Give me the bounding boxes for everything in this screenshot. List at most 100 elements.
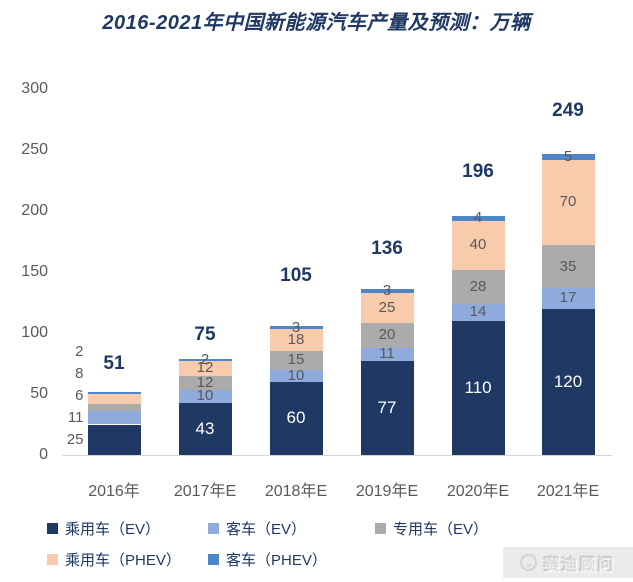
bar-segment	[269, 351, 323, 370]
segment-label: 17	[559, 289, 577, 307]
segment-label: 20	[378, 326, 396, 344]
x-axis-label: 2016年	[88, 483, 140, 500]
watermark: 赛迪顾问	[503, 547, 633, 578]
segment-label: 77	[377, 398, 397, 418]
segment-label: 11	[67, 408, 84, 426]
bar-segment	[451, 320, 505, 455]
bar-segment	[541, 308, 595, 455]
legend-swatch-icon	[208, 522, 219, 534]
x-axis-label: 2019年E	[355, 483, 419, 500]
y-axis-tick: 200	[21, 202, 48, 219]
bar-segment	[87, 424, 141, 455]
segment-label: 25	[378, 298, 396, 316]
x-axis-line	[62, 455, 612, 456]
total-label: 75	[194, 323, 216, 345]
bar-segment	[360, 289, 414, 293]
bar-segment	[269, 325, 323, 330]
bar-segment	[178, 375, 232, 391]
segment-label: 2	[200, 350, 210, 368]
x-axis-label: 2017年E	[173, 483, 237, 500]
legend-label: 客车（PHEV）	[226, 551, 327, 569]
total-label: 249	[552, 99, 584, 121]
bar-segment	[87, 403, 141, 412]
bar-segment	[87, 394, 141, 404]
bar-segment	[178, 390, 232, 403]
ccid-logo-icon	[520, 554, 538, 571]
chart-title: 2016-2021年中国新能源汽车产量及预测：万辆	[102, 12, 531, 34]
bar-segment	[178, 402, 232, 455]
bar-segment	[360, 361, 414, 455]
legend-label: 乘用车（PHEV）	[65, 551, 181, 569]
legend-label: 专用车（EV）	[393, 520, 489, 538]
bar-segment	[541, 153, 595, 160]
segment-label: 10	[196, 387, 214, 405]
bar-segment	[269, 329, 323, 352]
bar-segment	[360, 323, 414, 348]
x-axis-label: 2021年E	[536, 483, 600, 500]
legend-swatch-icon	[375, 522, 386, 534]
segment-label: 110	[464, 377, 492, 397]
segment-label: 6	[75, 386, 84, 404]
total-label: 51	[103, 352, 125, 374]
segment-label: 60	[286, 408, 306, 428]
legend-item: 客车（PHEV）	[208, 550, 327, 569]
segment-label: 4	[473, 209, 483, 227]
bar-segment	[87, 391, 141, 394]
segment-label: 10	[287, 366, 305, 384]
legend-swatch-icon	[47, 522, 58, 534]
legend-label: 乘用车（EV）	[65, 520, 161, 538]
bar-segment	[178, 361, 232, 376]
segment-label: 15	[287, 351, 305, 369]
total-label: 196	[462, 160, 494, 182]
legend-label: 客车（EV）	[226, 520, 307, 538]
segment-label: 5	[563, 147, 573, 165]
total-label: 136	[371, 238, 403, 260]
segment-label: 11	[379, 345, 395, 363]
total-label: 105	[280, 264, 312, 286]
y-axis-tick: 50	[30, 385, 48, 402]
y-axis-tick: 100	[21, 324, 48, 341]
bar-segment	[451, 269, 505, 304]
legend-item: 乘用车（PHEV）	[47, 550, 181, 569]
segment-label: 14	[469, 303, 487, 321]
watermark-text: 赛迪顾问	[543, 556, 616, 574]
segment-label: 28	[469, 277, 487, 295]
y-axis-tick: 150	[21, 263, 48, 280]
segment-label: 2	[75, 342, 84, 360]
y-axis-tick: 250	[21, 141, 48, 158]
y-axis-tick: 300	[21, 80, 48, 97]
segment-label: 43	[195, 418, 215, 438]
segment-label: 12	[196, 359, 214, 377]
x-axis-label: 2020年E	[446, 483, 510, 500]
bar-segment	[87, 411, 141, 425]
segment-label: 120	[553, 371, 583, 391]
segment-label: 70	[559, 193, 577, 211]
segment-label: 8	[75, 364, 84, 382]
segment-label: 18	[287, 331, 305, 349]
bar-segment	[541, 287, 595, 309]
segment-label: 25	[66, 430, 84, 448]
legend-item: 乘用车（EV）	[47, 519, 161, 538]
legend-item: 客车（EV）	[208, 519, 307, 538]
segment-label: 3	[382, 281, 392, 299]
y-axis-tick: 0	[39, 446, 48, 463]
legend-swatch-icon	[47, 553, 58, 565]
bar-segment	[541, 245, 595, 288]
legend-item: 专用车（EV）	[375, 519, 489, 538]
segment-label: 12	[196, 374, 214, 392]
bar-segment	[451, 303, 505, 321]
legend-swatch-icon	[208, 553, 219, 565]
bar-segment	[269, 369, 323, 382]
segment-label: 3	[291, 318, 301, 336]
bar-segment	[178, 358, 232, 362]
bar-segment	[541, 159, 595, 246]
bar-segment	[451, 215, 505, 221]
segment-label: 40	[469, 236, 487, 254]
bar-segment	[451, 220, 505, 270]
segment-label: 35	[559, 257, 577, 275]
bar-segment	[269, 381, 323, 455]
bar-segment	[360, 347, 414, 362]
bar-segment	[360, 292, 414, 324]
x-axis-label: 2018年E	[264, 483, 328, 500]
